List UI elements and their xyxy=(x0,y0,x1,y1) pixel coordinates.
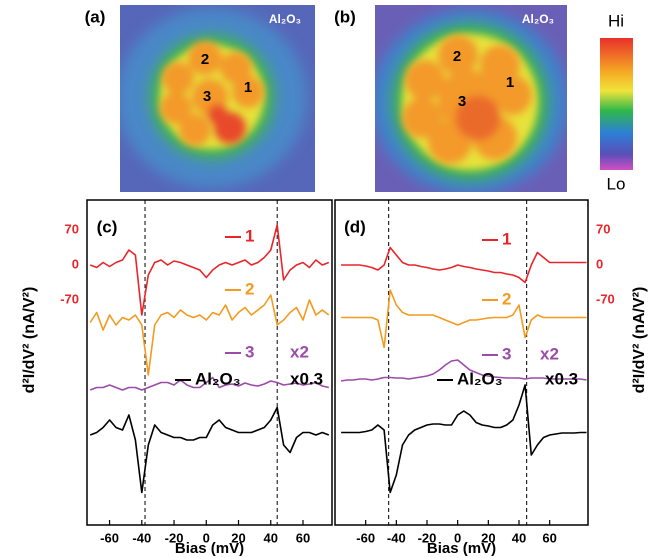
y-tick-label: 70 xyxy=(596,221,610,236)
marker-label: 1 xyxy=(506,74,514,91)
x-tick-label: -60 xyxy=(100,530,119,545)
panel-label: (a) xyxy=(85,7,106,26)
x-tick-label: 0 xyxy=(203,530,210,545)
spectrum-line xyxy=(89,376,329,391)
legend-label: 2 xyxy=(502,289,511,308)
legend-label: 2 xyxy=(245,279,254,298)
legend-label: 3 xyxy=(245,342,254,361)
x-tick-label: 0 xyxy=(454,530,461,545)
colorbar-high: Hi xyxy=(608,11,624,30)
scale-label: x2 xyxy=(540,344,559,363)
stm-image-a xyxy=(120,5,315,192)
x-tick-label: -60 xyxy=(356,530,375,545)
y-tick-label: 0 xyxy=(596,256,603,271)
x-tick-label: 40 xyxy=(264,530,278,545)
spectrum-line xyxy=(340,359,587,382)
panel-label: (d) xyxy=(344,217,366,236)
y-axis-label: d²I/dV² (nA/V²) xyxy=(21,287,38,394)
spectrum-line xyxy=(89,406,330,494)
spectrum-line xyxy=(341,289,587,349)
x-tick-label: -20 xyxy=(418,530,437,545)
panel-label: (c) xyxy=(97,217,118,236)
stm-image-b xyxy=(375,5,567,192)
spectrum-line xyxy=(89,224,330,316)
y-tick-label: -70 xyxy=(596,291,615,306)
spectrum-line xyxy=(341,384,587,494)
colorbar xyxy=(600,38,633,170)
y-tick-label: -70 xyxy=(60,291,79,306)
x-tick-label: 40 xyxy=(512,530,526,545)
marker-label: 3 xyxy=(458,93,466,110)
material-label: Al₂O₃ xyxy=(269,12,301,26)
x-tick-label: -40 xyxy=(387,530,406,545)
y-tick-label: 70 xyxy=(65,221,79,236)
scale-label: x0.3 xyxy=(545,369,578,388)
legend-label: 1 xyxy=(502,229,511,248)
spectrum-line xyxy=(89,294,330,376)
x-tick-label: 60 xyxy=(542,530,556,545)
scale-label: x2 xyxy=(290,342,309,361)
spectrum-line xyxy=(341,246,587,284)
legend-label: 3 xyxy=(502,344,511,363)
x-tick-label: 60 xyxy=(296,530,310,545)
y-tick-label: 0 xyxy=(72,256,79,271)
material-label: Al₂O₃ xyxy=(522,12,554,26)
x-tick-label: 20 xyxy=(481,530,495,545)
plot-frame xyxy=(86,199,333,526)
marker-label: 3 xyxy=(203,88,211,105)
x-axis-label: Bias (mV) xyxy=(427,540,496,557)
legend-label: 1 xyxy=(245,226,254,245)
y-axis-label: d²I/dV² (nA/V²) xyxy=(631,287,648,394)
panel-label: (b) xyxy=(334,7,356,26)
x-tick-label: -40 xyxy=(132,530,151,545)
colorbar-low: Lo xyxy=(607,174,626,193)
marker-label: 2 xyxy=(453,48,461,65)
legend-label: Al₂O₃ xyxy=(195,369,241,388)
x-tick-label: -20 xyxy=(165,530,184,545)
marker-label: 2 xyxy=(201,51,209,68)
marker-label: 1 xyxy=(244,79,252,96)
x-axis-label: Bias (mV) xyxy=(175,540,244,557)
legend-label: Al₂O₃ xyxy=(457,369,503,388)
x-tick-label: 20 xyxy=(231,530,245,545)
scale-label: x0.3 xyxy=(290,369,323,388)
plot-frame xyxy=(334,199,589,526)
